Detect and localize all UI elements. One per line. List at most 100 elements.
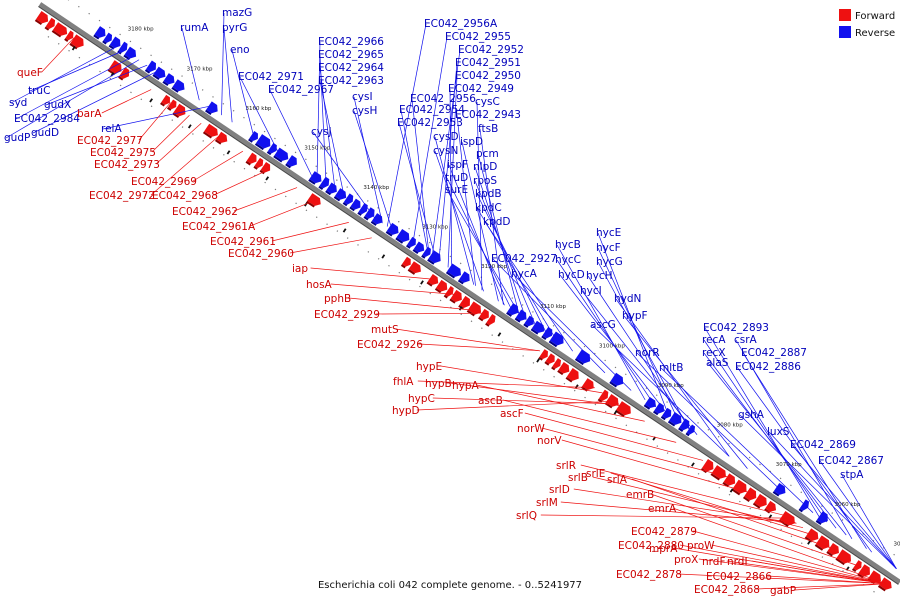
- feature-dot: [264, 181, 266, 184]
- feature-dot: [129, 40, 132, 43]
- gene-label: mltB: [659, 362, 683, 374]
- feature-dot: [336, 179, 338, 181]
- leader-line: [213, 168, 270, 196]
- reverse-gene: [548, 331, 564, 348]
- feature-dot: [68, 49, 70, 52]
- forward-gene: [478, 308, 489, 322]
- gene-label: rumA: [180, 22, 209, 34]
- gene-label: ispF: [447, 159, 468, 171]
- leader-line: [353, 96, 383, 224]
- gene-label: cysC: [475, 96, 500, 108]
- gene-label: cysJ: [311, 126, 332, 138]
- feature-dot: [717, 435, 720, 438]
- scale-ticks: 3180 kbp 3170 kbp 3160 kbp 3150 kbp 3140 kbp…: [128, 27, 900, 548]
- feature-dot: [57, 42, 60, 45]
- feature-dot: [790, 535, 793, 538]
- gene-label: pphB: [324, 293, 351, 305]
- gene-label: cysH: [352, 105, 377, 117]
- gene-label: alaS: [706, 357, 729, 369]
- feature-dot: [305, 158, 307, 161]
- feature-mark: [613, 410, 618, 415]
- leader-line: [348, 297, 481, 312]
- feature-dot: [284, 195, 287, 198]
- feature-dot: [315, 216, 318, 219]
- scale-tick-label: 3090 kbp: [658, 383, 684, 389]
- leader-line: [692, 530, 887, 585]
- feature-dot: [490, 283, 493, 286]
- leader-line: [841, 474, 897, 569]
- feature-mark: [497, 332, 502, 337]
- feature-mark: [71, 46, 76, 51]
- forward-gene: [538, 349, 548, 361]
- gene-label: eno: [230, 44, 250, 56]
- feature-dot: [594, 403, 597, 406]
- leader-line: [580, 464, 785, 516]
- scale-tick-label: 3140 kbp: [363, 185, 389, 191]
- gene-label: csrA: [734, 334, 758, 346]
- leader-line: [791, 444, 897, 569]
- leader-line: [474, 166, 527, 321]
- leader-line: [316, 41, 321, 180]
- legend-swatch-forward: [839, 9, 851, 21]
- leader-line: [411, 98, 430, 255]
- gene-label: EC042_2965: [318, 49, 384, 61]
- leader-line: [631, 478, 836, 550]
- feature-dot: [666, 452, 669, 454]
- feature-dot: [780, 528, 782, 531]
- feature-dot: [222, 103, 225, 105]
- leader-line: [560, 501, 796, 523]
- feature-dot: [841, 519, 844, 521]
- leader-line: [672, 507, 887, 585]
- gene-label: ftsB: [478, 123, 498, 135]
- reverse-gene: [427, 250, 441, 265]
- gene-label: barA: [77, 108, 102, 120]
- feature-dot: [604, 410, 607, 413]
- leader-line: [492, 258, 606, 374]
- gene-label: hycC: [555, 254, 581, 266]
- leader-line: [755, 583, 887, 590]
- gene-label: hypF: [622, 310, 648, 322]
- forward-gene: [434, 279, 448, 294]
- reverse-gene: [254, 134, 271, 151]
- leader-line: [312, 131, 376, 219]
- gene-label: EC042_2880: [618, 540, 684, 552]
- scale-tick-label: 3120 kbp: [481, 264, 507, 270]
- gene-label: gudX: [44, 99, 71, 111]
- forward-gene: [44, 17, 56, 31]
- gene-label: truD: [445, 172, 468, 184]
- gene-label: hypD: [392, 405, 420, 417]
- leader-line: [556, 259, 656, 408]
- feature-dot: [842, 570, 844, 572]
- forward-gene: [485, 313, 496, 327]
- leader-line: [432, 397, 619, 405]
- gene-label: EC042_2961A: [182, 221, 256, 233]
- gene-label: hycB: [555, 239, 581, 251]
- feature-dot: [305, 209, 308, 212]
- scale-tick-label: 3110 kbp: [540, 304, 566, 310]
- leader-line: [155, 122, 202, 165]
- feature-dot: [800, 542, 803, 545]
- feature-dot: [387, 213, 390, 216]
- forward-gene: [731, 479, 747, 496]
- feature-dot: [470, 269, 472, 272]
- leader-line: [476, 101, 483, 291]
- leader-line: [418, 343, 540, 352]
- feature-dot: [377, 258, 380, 260]
- scale-tick-label: 3100 kbp: [599, 343, 625, 349]
- feature-dot: [873, 590, 875, 593]
- feature-dot: [532, 362, 535, 364]
- forward-gene: [245, 152, 257, 166]
- leader-line: [446, 177, 513, 311]
- forward-gene: [306, 193, 321, 208]
- label-leader-lines: [5, 12, 897, 591]
- feature-dot: [325, 172, 328, 175]
- feature-dot: [739, 500, 741, 503]
- feature-dot: [481, 327, 483, 330]
- genome-backbone: [38, 2, 900, 584]
- leader-line: [742, 352, 867, 549]
- leader-line: [767, 575, 887, 585]
- feature-mark: [110, 72, 115, 77]
- leader-line: [289, 237, 372, 254]
- gene-label: emrA: [648, 503, 677, 515]
- reverse-gene: [385, 222, 399, 237]
